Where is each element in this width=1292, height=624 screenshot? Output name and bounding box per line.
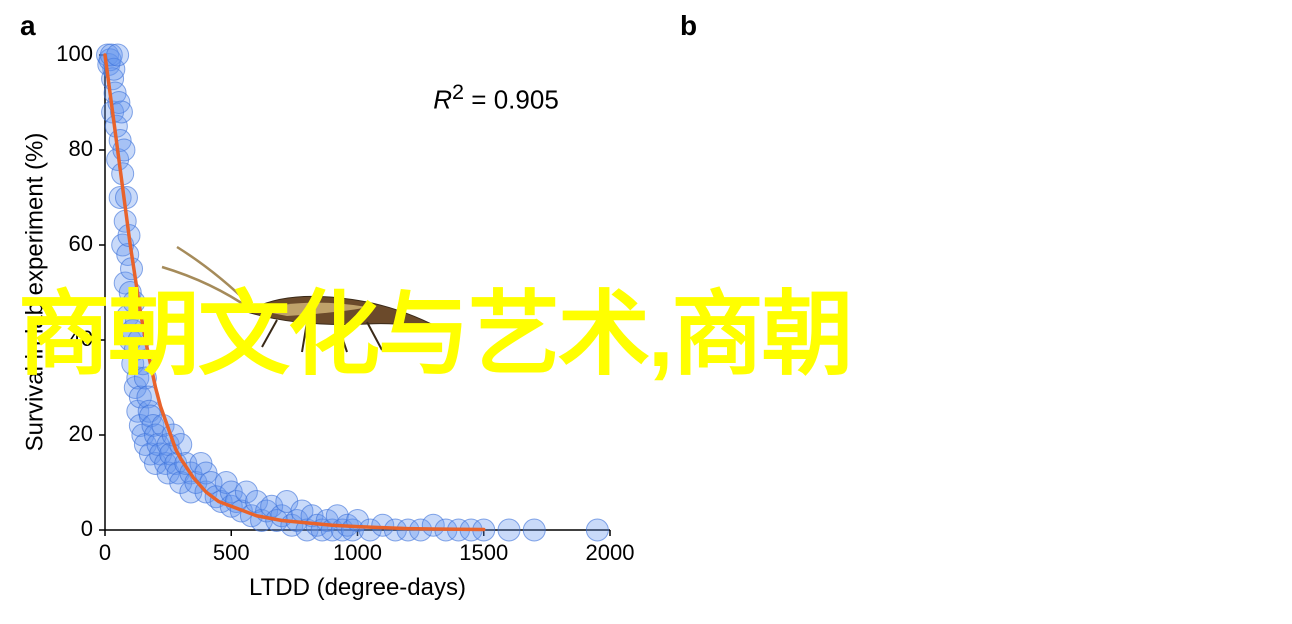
x-tick-label: 2000	[580, 540, 640, 566]
x-tick-label: 500	[201, 540, 261, 566]
x-tick-label: 1000	[328, 540, 388, 566]
x-tick-label: 0	[75, 540, 135, 566]
y-tick-label: 0	[81, 516, 93, 542]
r-squared-annotation: R2 = 0.905	[433, 79, 559, 116]
y-tick-label: 20	[69, 421, 93, 447]
y-tick-label: 100	[56, 41, 93, 67]
panel-a-label: a	[20, 10, 36, 42]
x-tick-label: 1500	[454, 540, 514, 566]
overlay-cjk-text: 商朝文化与艺术,商朝	[18, 260, 852, 393]
x-axis-label: LTDD (degree-days)	[105, 574, 610, 602]
panel-b-label: b	[680, 10, 697, 42]
y-tick-label: 80	[69, 136, 93, 162]
y-tick-label: 60	[69, 231, 93, 257]
